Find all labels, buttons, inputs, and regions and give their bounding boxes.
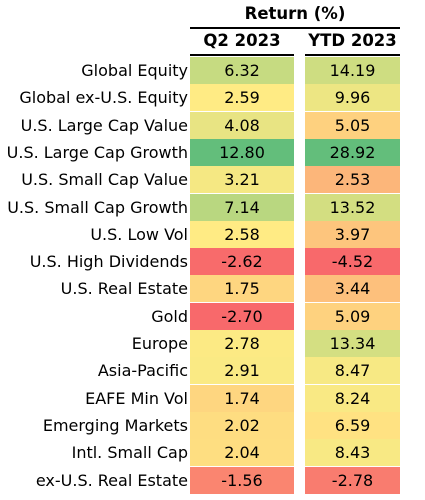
column-header-underline-ytd bbox=[305, 54, 400, 56]
cell-ytd-2023: 5.05 bbox=[305, 111, 400, 139]
column-header-ytd-2023: YTD 2023 bbox=[308, 31, 397, 50]
cell-q2-2023: 2.78 bbox=[190, 330, 294, 357]
cell-ytd-2023: -2.78 bbox=[305, 466, 400, 494]
row-label: U.S. Small Cap Growth bbox=[7, 197, 188, 217]
cell-q2-2023: 6.32 bbox=[190, 57, 294, 84]
cell-q2-2023: 3.21 bbox=[190, 166, 294, 194]
row-label: Europe bbox=[131, 334, 188, 353]
table-row: Global ex-U.S. Equity 2.59 9.96 bbox=[0, 84, 425, 112]
cell-ytd-2023: 3.97 bbox=[305, 220, 400, 248]
cell-q2-2023: 2.02 bbox=[190, 411, 294, 439]
cell-ytd-2023: 3.44 bbox=[305, 275, 400, 303]
cell-ytd-2023: 9.96 bbox=[305, 84, 400, 112]
cell-q2-2023: -1.56 bbox=[190, 466, 294, 494]
table-row: U.S. Small Cap Growth 7.14 13.52 bbox=[0, 193, 425, 221]
column-header-underline-q2 bbox=[190, 54, 294, 56]
row-label: Intl. Small Cap bbox=[71, 443, 188, 463]
table-row: Emerging Markets 2.02 6.59 bbox=[0, 411, 425, 439]
cell-q2-2023: 2.58 bbox=[190, 220, 294, 248]
cell-q2-2023: 2.91 bbox=[190, 357, 294, 385]
table-row: EAFE Min Vol 1.74 8.24 bbox=[0, 384, 425, 412]
cell-ytd-2023: 8.24 bbox=[305, 384, 400, 412]
cell-ytd-2023: 13.52 bbox=[305, 193, 400, 221]
row-label: Global Equity bbox=[81, 61, 188, 80]
column-header-q2-2023: Q2 2023 bbox=[203, 31, 281, 50]
table-row: ex-U.S. Real Estate -1.56 -2.78 bbox=[0, 466, 425, 494]
table-row: U.S. Small Cap Value 3.21 2.53 bbox=[0, 166, 425, 194]
cell-q2-2023: 12.80 bbox=[190, 138, 294, 166]
cell-ytd-2023: 6.59 bbox=[305, 411, 400, 439]
row-label: U.S. Small Cap Value bbox=[21, 170, 188, 190]
table-row: U.S. Large Cap Growth 12.80 28.92 bbox=[0, 138, 425, 166]
row-label: Asia-Pacific bbox=[97, 361, 188, 381]
table-row: U.S. High Dividends -2.62 -4.52 bbox=[0, 248, 425, 276]
row-label: U.S. High Dividends bbox=[29, 252, 188, 272]
table-row: Intl. Small Cap 2.04 8.43 bbox=[0, 439, 425, 467]
cell-q2-2023: 4.08 bbox=[190, 111, 294, 139]
title-underline bbox=[190, 27, 400, 29]
row-label: U.S. Low Vol bbox=[90, 224, 188, 244]
cell-ytd-2023: 13.34 bbox=[305, 330, 400, 357]
cell-q2-2023: 1.74 bbox=[190, 384, 294, 412]
cell-ytd-2023: 2.53 bbox=[305, 166, 400, 194]
row-label: Emerging Markets bbox=[42, 415, 188, 435]
row-label: Global ex-U.S. Equity bbox=[19, 88, 188, 108]
table-row: Gold -2.70 5.09 bbox=[0, 302, 425, 330]
row-label: U.S. Large Cap Growth bbox=[6, 142, 188, 162]
table-row: U.S. Large Cap Value 4.08 5.05 bbox=[0, 111, 425, 139]
cell-ytd-2023: 8.43 bbox=[305, 439, 400, 467]
cell-q2-2023: 2.04 bbox=[190, 439, 294, 467]
table-row: Asia-Pacific 2.91 8.47 bbox=[0, 357, 425, 385]
cell-ytd-2023: -4.52 bbox=[305, 248, 400, 276]
cell-q2-2023: 2.59 bbox=[190, 84, 294, 112]
table-row: U.S. Low Vol 2.58 3.97 bbox=[0, 220, 425, 248]
cell-ytd-2023: 5.09 bbox=[305, 302, 400, 330]
table-row: U.S. Real Estate 1.75 3.44 bbox=[0, 275, 425, 303]
row-label: EAFE Min Vol bbox=[85, 388, 188, 408]
cell-q2-2023: -2.62 bbox=[190, 248, 294, 276]
row-label: U.S. Real Estate bbox=[60, 279, 188, 299]
table-row: Europe 2.78 13.34 bbox=[0, 330, 425, 357]
cell-q2-2023: 1.75 bbox=[190, 275, 294, 303]
cell-q2-2023: -2.70 bbox=[190, 302, 294, 330]
row-label: ex-U.S. Real Estate bbox=[35, 470, 188, 490]
table-title: Return (%) bbox=[244, 4, 346, 23]
row-label: U.S. Large Cap Value bbox=[20, 115, 188, 135]
cell-ytd-2023: 28.92 bbox=[305, 138, 400, 166]
table-row: Global Equity 6.32 14.19 bbox=[0, 57, 425, 84]
row-label: Gold bbox=[151, 306, 188, 326]
cell-ytd-2023: 14.19 bbox=[305, 57, 400, 84]
cell-ytd-2023: 8.47 bbox=[305, 357, 400, 385]
cell-q2-2023: 7.14 bbox=[190, 193, 294, 221]
